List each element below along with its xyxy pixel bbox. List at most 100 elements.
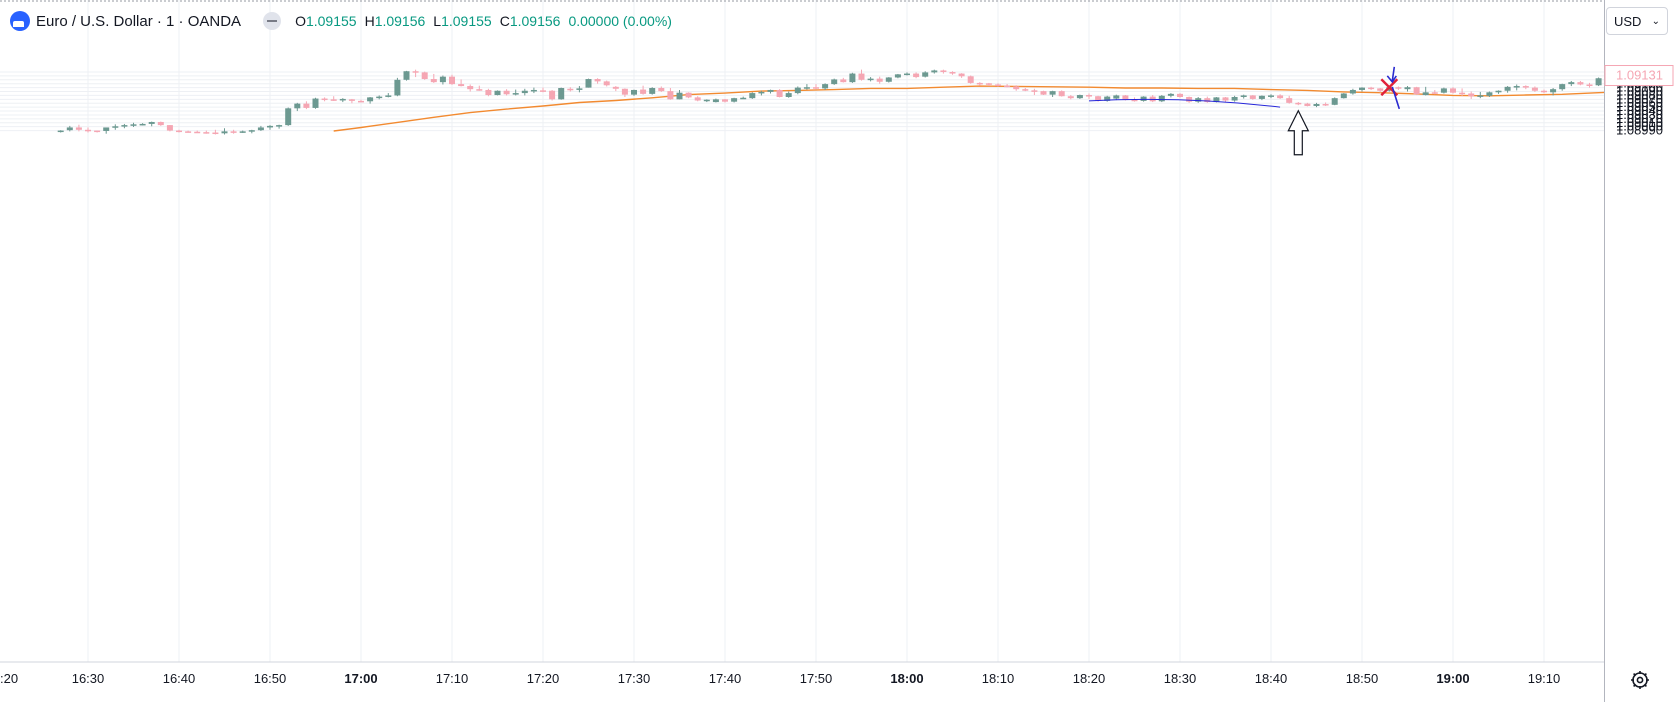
candle xyxy=(1049,90,1056,97)
candle-body xyxy=(494,90,501,96)
candle-body xyxy=(1049,91,1056,95)
minimize-icon[interactable] xyxy=(263,12,282,30)
candle xyxy=(567,87,574,92)
candle-body xyxy=(849,73,856,83)
candle xyxy=(594,78,601,84)
candle-body xyxy=(576,88,583,90)
gear-icon[interactable] xyxy=(1628,668,1652,692)
candle-body xyxy=(567,88,574,91)
candle xyxy=(649,87,656,95)
time-tick-label: 17:30 xyxy=(618,671,651,686)
candle xyxy=(430,73,437,83)
candle-body xyxy=(503,90,510,95)
candle-body xyxy=(1040,91,1047,95)
down-arrow-icon xyxy=(1386,66,1401,110)
ohlc-low: L1.09155 xyxy=(433,13,492,29)
candle xyxy=(1359,87,1365,92)
candle-body xyxy=(321,98,328,101)
candle-body xyxy=(1195,98,1202,102)
candle xyxy=(612,86,619,92)
price-axis[interactable]: 1.091401.091301.091201.091101.091001.090… xyxy=(1604,0,1678,702)
price-tick-label: 1.09050 xyxy=(1616,99,1663,114)
candle xyxy=(376,95,383,100)
candle-body xyxy=(203,132,210,134)
candle-body xyxy=(1231,96,1238,101)
candle xyxy=(103,127,110,134)
candle-body xyxy=(867,78,874,81)
candle-body xyxy=(1395,87,1402,89)
candle-body xyxy=(1504,86,1511,91)
candle xyxy=(294,102,301,112)
time-tick-label: 18:20 xyxy=(1073,671,1106,686)
price-tick-label: 1.09020 xyxy=(1616,111,1663,126)
candle xyxy=(549,89,556,101)
chevron-down-icon: ⌄ xyxy=(1651,15,1660,27)
candle xyxy=(1195,96,1202,103)
candle xyxy=(885,77,892,83)
candle-body xyxy=(1322,104,1329,106)
candle xyxy=(157,121,164,126)
time-tick-label: 17:40 xyxy=(709,671,742,686)
candle xyxy=(631,89,637,96)
candle xyxy=(1268,94,1274,99)
candle xyxy=(1286,95,1293,104)
currency-selector[interactable]: USD ⌄ xyxy=(1606,7,1668,35)
candle xyxy=(148,121,155,127)
candle-body xyxy=(631,89,637,95)
candle-body xyxy=(1277,95,1284,99)
candle xyxy=(476,85,483,91)
candle xyxy=(1113,94,1120,101)
candle xyxy=(758,90,765,96)
candle-body xyxy=(967,76,974,83)
candle-body xyxy=(1258,95,1265,99)
candle xyxy=(1149,95,1156,103)
candle xyxy=(394,77,401,97)
candle-body xyxy=(621,88,628,95)
candle xyxy=(685,92,692,99)
candle-body xyxy=(1022,89,1029,91)
candle-body xyxy=(239,131,246,133)
candle-body xyxy=(931,70,938,73)
candle-body xyxy=(840,79,847,83)
candle-body xyxy=(1268,95,1274,97)
candle-body xyxy=(1331,98,1338,105)
candle-body xyxy=(1559,84,1566,90)
candle xyxy=(576,86,583,93)
candle-body xyxy=(1158,95,1165,102)
candles-layer xyxy=(57,69,1638,135)
candle-body xyxy=(148,121,155,124)
candle-body xyxy=(348,99,355,101)
price-tick-label: 1.09090 xyxy=(1616,84,1663,99)
time-axis[interactable]: :20 16:30 16:40 16:50 17:00 17:10 17:20 17:30 17… xyxy=(0,661,1604,686)
candle xyxy=(813,84,819,90)
candle-body xyxy=(1595,78,1602,86)
candle-body xyxy=(658,88,665,92)
symbol-title[interactable]: Euro / U.S. Dollar · 1 · OANDA xyxy=(36,12,242,30)
candle-body xyxy=(922,72,929,77)
candle xyxy=(976,82,983,86)
candle-body xyxy=(339,98,346,101)
time-tick-label: 17:00 xyxy=(344,671,377,686)
candle-body xyxy=(1304,103,1311,106)
candle xyxy=(94,130,101,133)
candle-body xyxy=(1140,96,1147,101)
candle xyxy=(1022,88,1029,92)
candle xyxy=(1568,80,1575,87)
candle xyxy=(858,69,865,81)
candle xyxy=(603,80,610,87)
candle xyxy=(640,85,647,95)
candle-body xyxy=(1377,88,1384,91)
price-axis-bg xyxy=(1604,0,1678,702)
time-tick-label: 19:00 xyxy=(1436,671,1469,686)
candle-body xyxy=(66,127,73,131)
candle-body xyxy=(376,96,383,99)
candle xyxy=(1513,84,1520,91)
candle-body xyxy=(312,98,319,108)
candle xyxy=(112,124,119,130)
candle xyxy=(776,89,783,98)
currency-label: USD xyxy=(1614,13,1642,29)
candle-body xyxy=(485,89,492,96)
candle-body xyxy=(185,131,192,133)
candle-body xyxy=(1213,97,1220,103)
